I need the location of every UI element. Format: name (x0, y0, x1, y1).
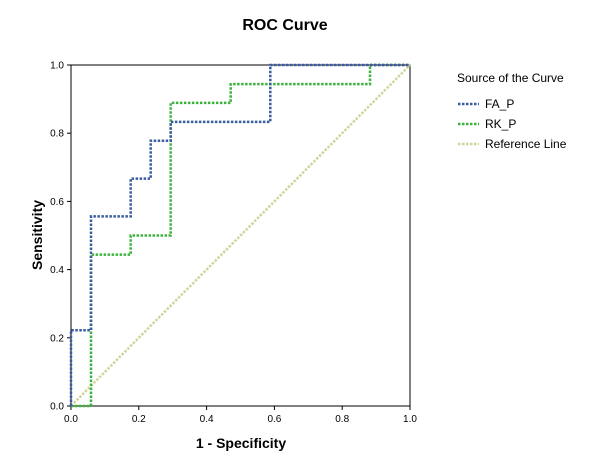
series-line-reference-line (70, 64, 411, 407)
chart-title: ROC Curve (242, 17, 327, 34)
y-axis-label: Sensitivity (29, 200, 45, 270)
x-tick-label: 1.0 (403, 414, 417, 425)
y-tick-label: 0.4 (50, 265, 64, 276)
y-axis: 0.0 0.2 0.4 0.6 0.8 1.0 (50, 61, 71, 413)
legend-label: Reference Line (485, 137, 567, 151)
legend: Source of the Curve FA_P RK_P Reference Li… (457, 71, 567, 151)
x-tick-label: 0.8 (335, 414, 349, 425)
x-axis-label: 1 - Specificity (196, 435, 286, 451)
legend-title: Source of the Curve (457, 71, 564, 85)
y-tick-label: 0.6 (50, 197, 64, 208)
y-tick-label: 0.2 (50, 333, 64, 344)
y-tick-label: 1.0 (50, 61, 64, 72)
x-tick-label: 0.0 (64, 414, 78, 425)
x-tick-label: 0.4 (200, 414, 214, 425)
legend-label: RK_P (485, 117, 516, 131)
y-tick-label: 0.0 (50, 402, 64, 413)
series-layer (69, 63, 411, 408)
x-tick-label: 0.6 (267, 414, 281, 425)
x-axis: 0.0 0.2 0.4 0.6 0.8 1.0 (64, 406, 417, 425)
y-tick-label: 0.8 (50, 129, 64, 140)
legend-label: FA_P (485, 97, 514, 111)
x-tick-label: 0.2 (132, 414, 146, 425)
